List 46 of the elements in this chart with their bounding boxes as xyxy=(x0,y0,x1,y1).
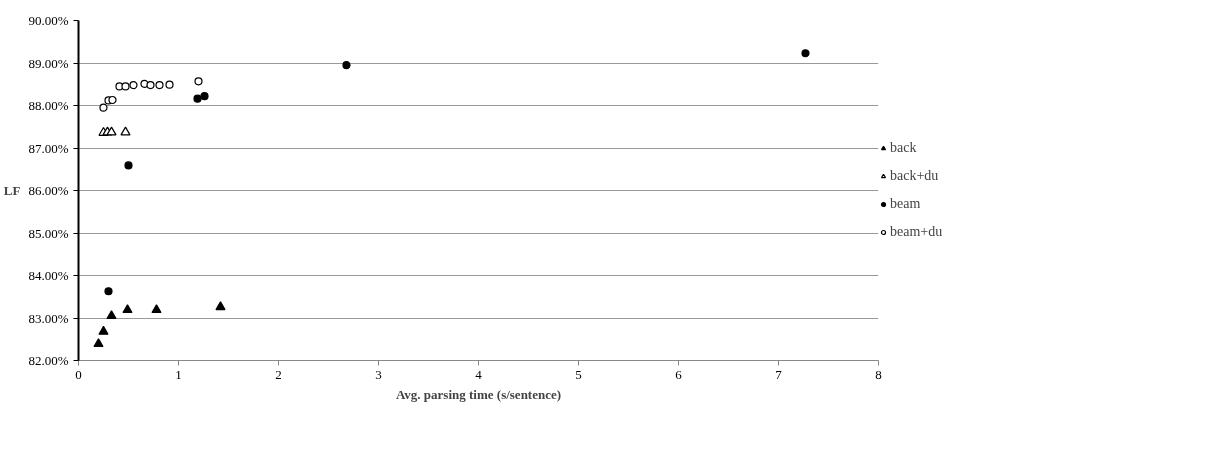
point xyxy=(215,301,226,311)
point xyxy=(801,49,810,58)
point xyxy=(129,81,138,90)
point xyxy=(151,304,162,314)
point xyxy=(120,126,131,136)
legend-label: back+du xyxy=(890,168,939,184)
point xyxy=(106,310,117,320)
legend-label: beam xyxy=(890,196,921,212)
y-tick-label: 89.00% xyxy=(28,55,69,71)
y-tick-label: 85.00% xyxy=(28,225,69,241)
point xyxy=(99,103,108,112)
x-tick-label: 3 xyxy=(375,366,382,382)
legend-label: back xyxy=(890,140,917,156)
x-tick-label: 5 xyxy=(575,366,582,382)
point xyxy=(104,287,113,296)
x-tick-label: 6 xyxy=(675,366,683,382)
point xyxy=(122,304,133,314)
y-tick-label: 88.00% xyxy=(28,98,69,113)
point xyxy=(165,80,174,89)
x-tick-label: 1 xyxy=(175,366,182,382)
point xyxy=(200,92,209,101)
point xyxy=(93,338,104,348)
point xyxy=(124,161,133,170)
point xyxy=(121,82,130,91)
y-tick-label: 90.00% xyxy=(28,13,69,28)
y-tick-label: 86.00% xyxy=(28,183,69,198)
point xyxy=(98,325,109,335)
legend-label: beam+du xyxy=(890,224,943,240)
x-tick-label: 8 xyxy=(875,366,882,382)
point xyxy=(106,126,117,136)
y-tick-label: 87.00% xyxy=(28,140,69,156)
x-tick-label: 7 xyxy=(775,366,783,382)
x-tick-label: 0 xyxy=(75,366,82,382)
point xyxy=(193,94,202,103)
point xyxy=(194,77,203,86)
point xyxy=(108,95,117,105)
x-tick-label: 2 xyxy=(275,366,282,382)
point xyxy=(342,61,351,70)
point xyxy=(146,81,155,90)
y-axis-title: LF xyxy=(3,183,21,198)
x-tick-label: 4 xyxy=(475,366,483,382)
point xyxy=(155,81,164,90)
y-tick-label: 82.00% xyxy=(28,353,69,368)
y-tick-label: 83.00% xyxy=(28,310,69,326)
y-tick-label: 84.00% xyxy=(28,268,69,283)
x-axis-title: Avg. parsing time (s/sentence) xyxy=(395,386,562,402)
